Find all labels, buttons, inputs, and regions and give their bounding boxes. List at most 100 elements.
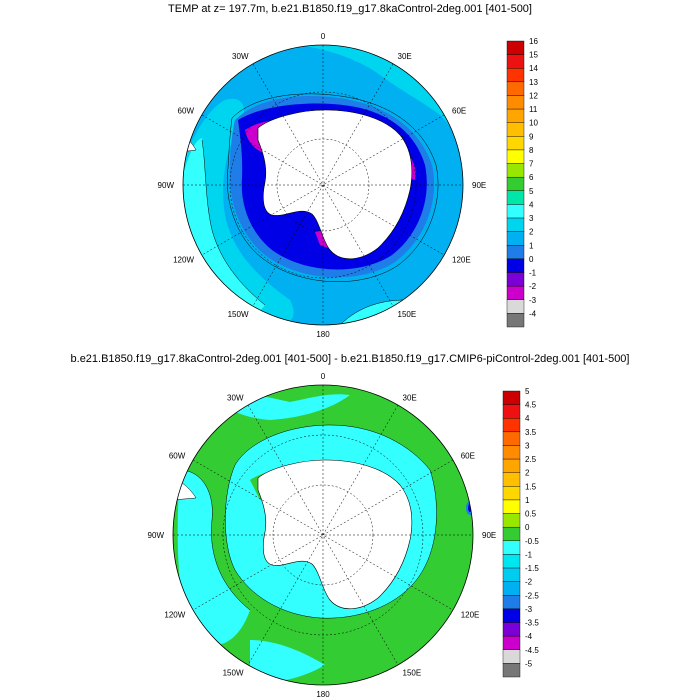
colorbar-swatch [502,663,521,678]
colorbar-swatch [502,554,521,569]
colorbar-swatch [506,258,525,273]
bottom-colorbar: 5 4.5 4 3.5 3 2.5 2 1.5 1 0.5 0 -0.5 -1 -1.5 -2 -2.5 -3 -… [502,387,539,678]
colorbar-swatch [506,190,525,205]
colorbar-tick-label: -2 [525,578,533,587]
colorbar-tick-label: 5 [529,187,534,196]
bottom-map-boundary [172,384,474,686]
colorbar-tick-label: 2 [525,469,530,478]
colorbars: 161514131211109876543210-1-2-3-454.543.5… [502,37,539,678]
colorbar-swatch [506,245,525,260]
colorbar-swatch [506,272,525,287]
longitude-label: 0 [321,372,326,381]
longitude-label: 60W [178,107,195,116]
longitude-label: 30E [398,52,412,61]
colorbar-tick-label: -1 [529,269,537,278]
colorbar-tick-label: 0.5 [525,510,537,519]
longitude-label: 150E [398,310,417,319]
top-map-field [183,45,463,325]
colorbar-tick-label: 3 [525,441,530,450]
colorbar-tick-label: 14 [529,64,538,73]
colorbar-tick-label: 6 [529,173,534,182]
colorbar-tick-label: -3.5 [525,619,539,628]
longitude-label: 120W [164,611,185,620]
graticule-bottom [173,385,473,685]
colorbar-tick-label: -4.5 [525,646,539,655]
colorbar-tick-label: 1 [529,241,534,250]
longitude-label: 0 [321,32,326,41]
colorbar-swatch [502,649,521,664]
colorbar-tick-label: 4 [529,200,534,209]
top-polar-map [182,44,464,326]
longitude-label: 90W [148,531,165,540]
colorbar-swatch [506,285,525,300]
colorbar-tick-label: 2.5 [525,455,537,464]
colorbar-swatch [506,122,525,137]
colorbar-swatch [502,540,521,555]
longitude-label: 30W [227,393,244,402]
colorbar-swatch [502,418,521,433]
colorbar-swatch [506,231,525,246]
colorbar-tick-label: 7 [529,160,534,169]
colorbar-tick-label: 0 [525,523,530,532]
longitude-label: 120E [461,611,480,620]
colorbar-swatch [502,431,521,446]
longitude-labels: 0 30E 60E 90E 120E 150E 180 150W 120W 90W 60W 30W 0 3… [148,32,497,699]
colorbar-swatch [506,95,525,110]
top-map-title: TEMP at z= 197.7m, b.e21.B1850.f19_g17.8… [168,3,532,15]
longitude-label: 90W [158,181,175,190]
longitude-label: 150W [223,669,244,678]
top-map-boundary [182,44,464,326]
colorbar-swatch [506,40,525,55]
colorbar-swatch [506,81,525,96]
colorbar-swatch [506,68,525,83]
colorbar-tick-label: 4.5 [525,401,537,410]
colorbar-swatch [502,581,521,596]
colorbar-swatch [502,622,521,637]
colorbar-swatch [506,136,525,151]
bottom-map-field [173,385,473,685]
colorbar-swatch [506,217,525,232]
colorbar-tick-label: 11 [529,105,538,114]
colorbar-swatch [502,404,521,419]
colorbar-swatch [502,513,521,528]
colorbar-swatch [506,149,525,164]
colorbar-swatch [502,608,521,623]
longitude-label: 120E [452,256,471,265]
antarctica-landmass-bottom [257,459,413,610]
colorbar-swatch [502,390,521,405]
colorbar-tick-label: 2 [529,228,534,237]
longitude-label: 60W [169,452,186,461]
graticule [183,45,463,325]
colorbar-swatch [506,176,525,192]
colorbar-swatch [506,163,525,178]
colorbar-swatch [502,567,521,582]
longitude-label: 180 [316,330,330,339]
colorbar-tick-label: -1.5 [525,564,539,573]
contour-lines-bottom [179,424,437,619]
colorbar-swatch [502,472,521,487]
colorbar-tick-label: 1 [525,496,530,505]
colorbar-swatch [506,108,525,123]
longitude-label: 30W [232,52,249,61]
colorbar-tick-label: 0 [529,255,534,264]
longitude-label: 90E [472,181,486,190]
longitude-label: 60E [461,452,475,461]
colorbar-tick-label: -2 [529,282,537,291]
colorbar-swatch [502,499,521,514]
colorbar-tick-label: 13 [529,78,538,87]
colorbar-tick-label: 9 [529,132,534,141]
field-anomaly-west-neg [177,470,250,645]
colorbar-tick-label: 10 [529,119,538,128]
longitude-label: 60E [452,107,466,116]
colorbar-tick-label: -2.5 [525,591,539,600]
colorbar-tick-label: 1.5 [525,482,537,491]
colorbar-tick-label: 8 [529,146,534,155]
colorbar-tick-label: 16 [529,37,538,46]
colorbar-swatch [502,635,521,650]
colorbar-swatch [506,313,525,328]
colorbar-swatch [506,204,525,219]
colorbar-swatch [502,445,521,460]
colorbar-tick-label: 12 [529,91,538,100]
